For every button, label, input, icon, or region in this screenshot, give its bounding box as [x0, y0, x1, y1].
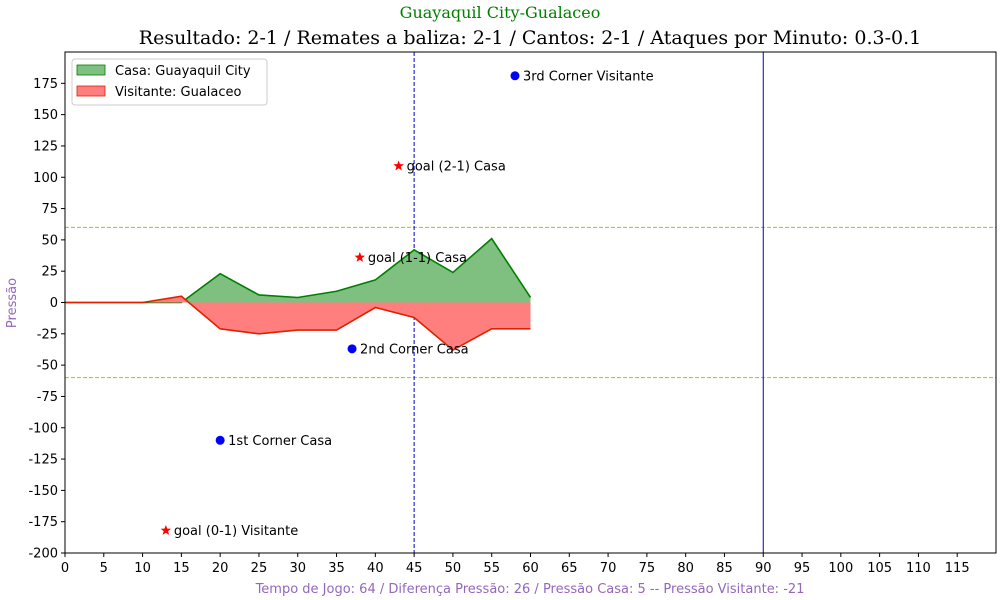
x-tick-label: 110 [906, 561, 931, 576]
x-tick-label: 30 [289, 561, 306, 576]
event-marker-goal-3 [354, 251, 366, 262]
x-tick-label: 60 [522, 561, 539, 576]
y-axis-ticks: -200 -175 -150 -125 -100 -75 -50 -25 0 25 50 75 100 1… [28, 77, 65, 562]
y-tick-label: 150 [33, 108, 58, 123]
x-axis-label: Tempo de Jogo: 64 / Diferença Pressão: 2… [255, 582, 805, 597]
y-tick-label: 175 [33, 77, 58, 92]
plot-area: goal (0-1) Visitante 1st Corner Casa 2nd C… [65, 52, 996, 553]
y-tick-label: -75 [37, 390, 58, 405]
chart-title: Resultado: 2-1 / Remates a baliza: 2-1 /… [139, 27, 921, 49]
x-tick-label: 50 [445, 561, 462, 576]
y-tick-label: -150 [28, 484, 58, 499]
y-tick-label: -100 [28, 421, 58, 436]
x-tick-label: 80 [677, 561, 694, 576]
event-marker-corner-5 [510, 71, 520, 81]
legend-swatch-0 [76, 64, 106, 76]
legend-label-1: Visitante: Gualaceo [115, 85, 242, 100]
x-tick-label: 55 [483, 561, 500, 576]
event-marker-corner-2 [347, 344, 357, 354]
x-tick-label: 0 [61, 561, 69, 576]
x-tick-label: 100 [828, 561, 853, 576]
x-tick-label: 35 [328, 561, 345, 576]
x-axis-ticks: 0 5 10 15 20 25 30 35 40 45 50 55 60 65 70 75 80 85 90 95 10… [61, 553, 970, 576]
series-line-1 [65, 295, 531, 352]
y-tick-label: -200 [28, 547, 58, 562]
x-tick-label: 65 [561, 561, 578, 576]
series-area-1 [65, 296, 531, 351]
x-tick-label: 115 [945, 561, 970, 576]
legend-label-0: Casa: Guayaquil City [115, 64, 251, 79]
x-tick-label: 95 [794, 561, 811, 576]
x-tick-label: 40 [367, 561, 384, 576]
x-tick-label: 15 [173, 561, 190, 576]
y-tick-label: -50 [37, 359, 58, 374]
x-tick-label: 45 [406, 561, 423, 576]
event-label-1: 1st Corner Casa [228, 434, 332, 449]
legend-box [71, 58, 268, 106]
series-area-0 [65, 238, 531, 303]
x-tick-label: 5 [100, 561, 108, 576]
y-tick-label: 25 [41, 265, 58, 280]
y-tick-label: 0 [50, 296, 58, 311]
y-tick-label: 125 [33, 139, 58, 154]
x-tick-label: 75 [639, 561, 656, 576]
y-axis-label: Pressão [5, 278, 20, 328]
x-tick-label: 90 [755, 561, 772, 576]
event-label-3: goal (1-1) Casa [368, 251, 467, 266]
y-tick-label: -25 [37, 327, 58, 342]
x-tick-label: 85 [716, 561, 733, 576]
event-label-4: goal (2-1) Casa [407, 159, 506, 174]
y-tick-label: 100 [33, 171, 58, 186]
x-tick-label: 25 [251, 561, 268, 576]
event-marker-corner-1 [215, 435, 225, 445]
x-tick-label: 20 [212, 561, 229, 576]
event-marker-goal-0 [160, 524, 172, 535]
x-tick-label: 70 [600, 561, 617, 576]
x-tick-label: 10 [134, 561, 151, 576]
event-label-0: goal (0-1) Visitante [174, 524, 298, 539]
x-tick-label: 105 [867, 561, 892, 576]
event-label-2: 2nd Corner Casa [360, 342, 469, 357]
legend-swatch-1 [76, 85, 106, 97]
y-tick-label: -175 [28, 515, 58, 530]
chart-suptitle: Guayaquil City-Gualaceo [400, 3, 601, 22]
event-marker-goal-4 [393, 160, 404, 171]
event-label-5: 3rd Corner Visitante [523, 69, 654, 84]
y-tick-label: 75 [41, 202, 58, 217]
y-tick-label: 50 [41, 233, 58, 248]
legend: Casa: Guayaquil City Visitante: Gualaceo [71, 58, 268, 106]
y-tick-label: -125 [28, 453, 58, 468]
